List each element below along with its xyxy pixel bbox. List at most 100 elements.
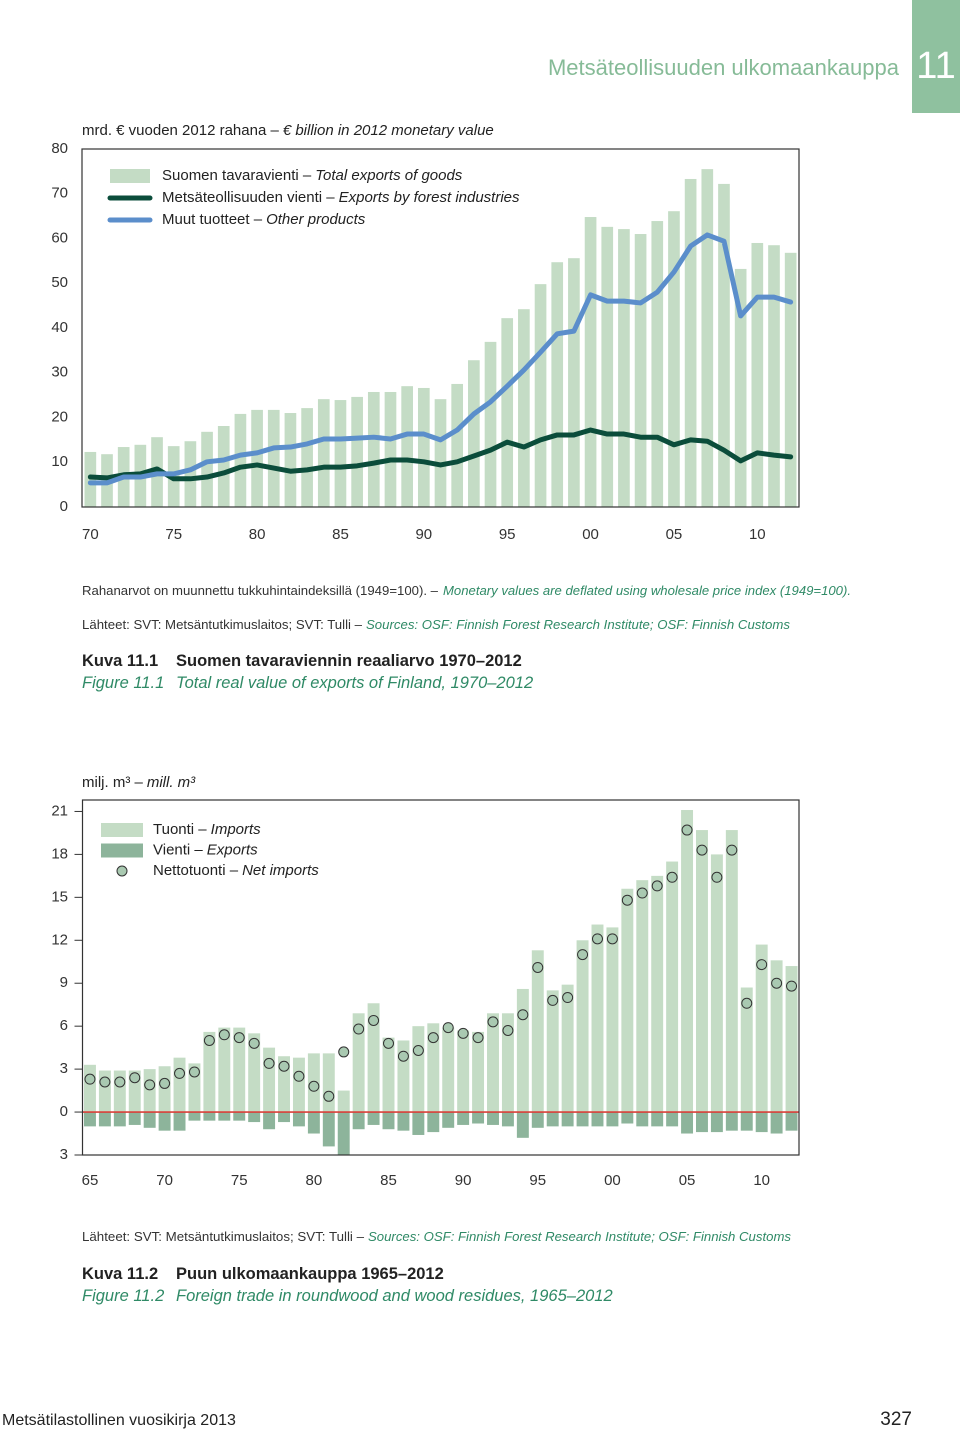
legend-label: Metsäteollisuuden vienti – <box>162 189 335 206</box>
axis-unit: milj. m³ – mill. m³ <box>82 774 196 791</box>
axis-unit: mrd. € vuoden 2012 rahana – € billion in … <box>82 122 494 139</box>
legend-swatch <box>101 843 143 858</box>
point <box>188 1066 200 1078</box>
y-tick-label: 50 <box>51 274 68 291</box>
point <box>517 1009 529 1021</box>
bar <box>143 1112 156 1128</box>
bar <box>278 1056 290 1113</box>
caption-title-en: Total real value of exports of Finland, … <box>176 674 533 692</box>
bar <box>740 1112 753 1131</box>
legend-label: Muut tuotteet – <box>162 211 263 228</box>
x-tick-label: 90 <box>455 1172 472 1189</box>
point <box>547 994 559 1006</box>
bar <box>768 245 780 507</box>
bar <box>412 1026 425 1113</box>
point <box>562 992 574 1004</box>
bar <box>681 1112 694 1134</box>
bar <box>218 1112 231 1121</box>
note-en: Monetary values are deflated using whole… <box>443 583 851 598</box>
point <box>577 949 589 961</box>
bar <box>534 284 547 507</box>
y-tick-label: 3 <box>60 1060 68 1077</box>
bar <box>128 1070 141 1113</box>
x-tick-label: 75 <box>165 526 182 543</box>
y-tick-label: 40 <box>51 319 68 336</box>
bar <box>651 221 664 508</box>
bar <box>173 1112 186 1131</box>
bar <box>531 950 544 1113</box>
point <box>591 933 603 945</box>
bar <box>666 861 679 1113</box>
x-tick-label: 05 <box>679 1172 696 1189</box>
point <box>278 1060 290 1072</box>
bar <box>784 252 797 507</box>
bar <box>322 1112 335 1147</box>
bar <box>725 1112 738 1131</box>
point <box>144 1079 156 1091</box>
point <box>293 1070 305 1082</box>
bar <box>710 1112 723 1133</box>
line-series <box>87 427 794 482</box>
bar <box>487 1112 499 1125</box>
bar <box>710 854 723 1113</box>
legend-entry: Tuonti – Imports <box>153 821 261 838</box>
chart-note: Rahanarvot on muunnettu tukkuhintaindeks… <box>82 583 851 598</box>
bar <box>292 1112 305 1127</box>
x-tick-label: 85 <box>380 1172 397 1189</box>
bar <box>263 1047 276 1113</box>
y-tick-label: 60 <box>51 229 68 246</box>
point <box>368 1014 380 1026</box>
point <box>233 1032 245 1044</box>
bar <box>770 1112 783 1134</box>
legend-label-en: Net imports <box>242 862 319 879</box>
bar <box>740 987 753 1113</box>
bar <box>451 383 464 507</box>
bar <box>601 226 614 508</box>
point <box>84 1073 96 1085</box>
bar <box>267 409 280 507</box>
x-tick-label: 95 <box>499 526 516 543</box>
bar <box>651 875 664 1113</box>
bar <box>334 400 347 507</box>
point <box>412 1045 424 1057</box>
bar <box>98 1112 111 1127</box>
legend-label-en: Other products <box>266 211 366 228</box>
x-tick-label: 05 <box>666 526 683 543</box>
bar <box>173 1057 186 1113</box>
point <box>651 880 663 892</box>
bar <box>568 258 580 507</box>
point <box>636 887 648 899</box>
bar <box>531 1112 544 1128</box>
bar <box>278 1112 290 1123</box>
y-tick-label: 30 <box>51 364 68 381</box>
point <box>248 1037 260 1049</box>
bar <box>188 1063 201 1113</box>
x-tick-label: 85 <box>332 526 349 543</box>
bar <box>681 810 694 1113</box>
bar <box>248 1033 261 1113</box>
legend-label-en: Exports by forest industries <box>339 189 520 206</box>
bar <box>725 830 738 1113</box>
bar <box>367 1112 380 1125</box>
bar <box>337 1090 350 1113</box>
point <box>457 1027 469 1039</box>
point <box>383 1037 395 1049</box>
point <box>218 1029 230 1041</box>
bar <box>576 1112 589 1127</box>
bar <box>442 1027 455 1113</box>
bar <box>233 1027 246 1113</box>
bar <box>701 169 714 507</box>
bar <box>427 1112 440 1133</box>
bar <box>734 268 747 507</box>
bar <box>576 940 589 1113</box>
bar <box>518 309 530 507</box>
source-fi: Lähteet: SVT: Metsäntutkimuslaitos; SVT:… <box>82 1229 365 1244</box>
line-series <box>87 232 794 486</box>
bar <box>561 984 574 1113</box>
point <box>159 1077 171 1089</box>
bar <box>382 1037 395 1113</box>
caption-label: Kuva 11.1 <box>82 652 158 670</box>
bar <box>696 830 708 1113</box>
bar <box>561 1112 574 1127</box>
caption-label-en: Figure 11.2 <box>82 1287 164 1305</box>
